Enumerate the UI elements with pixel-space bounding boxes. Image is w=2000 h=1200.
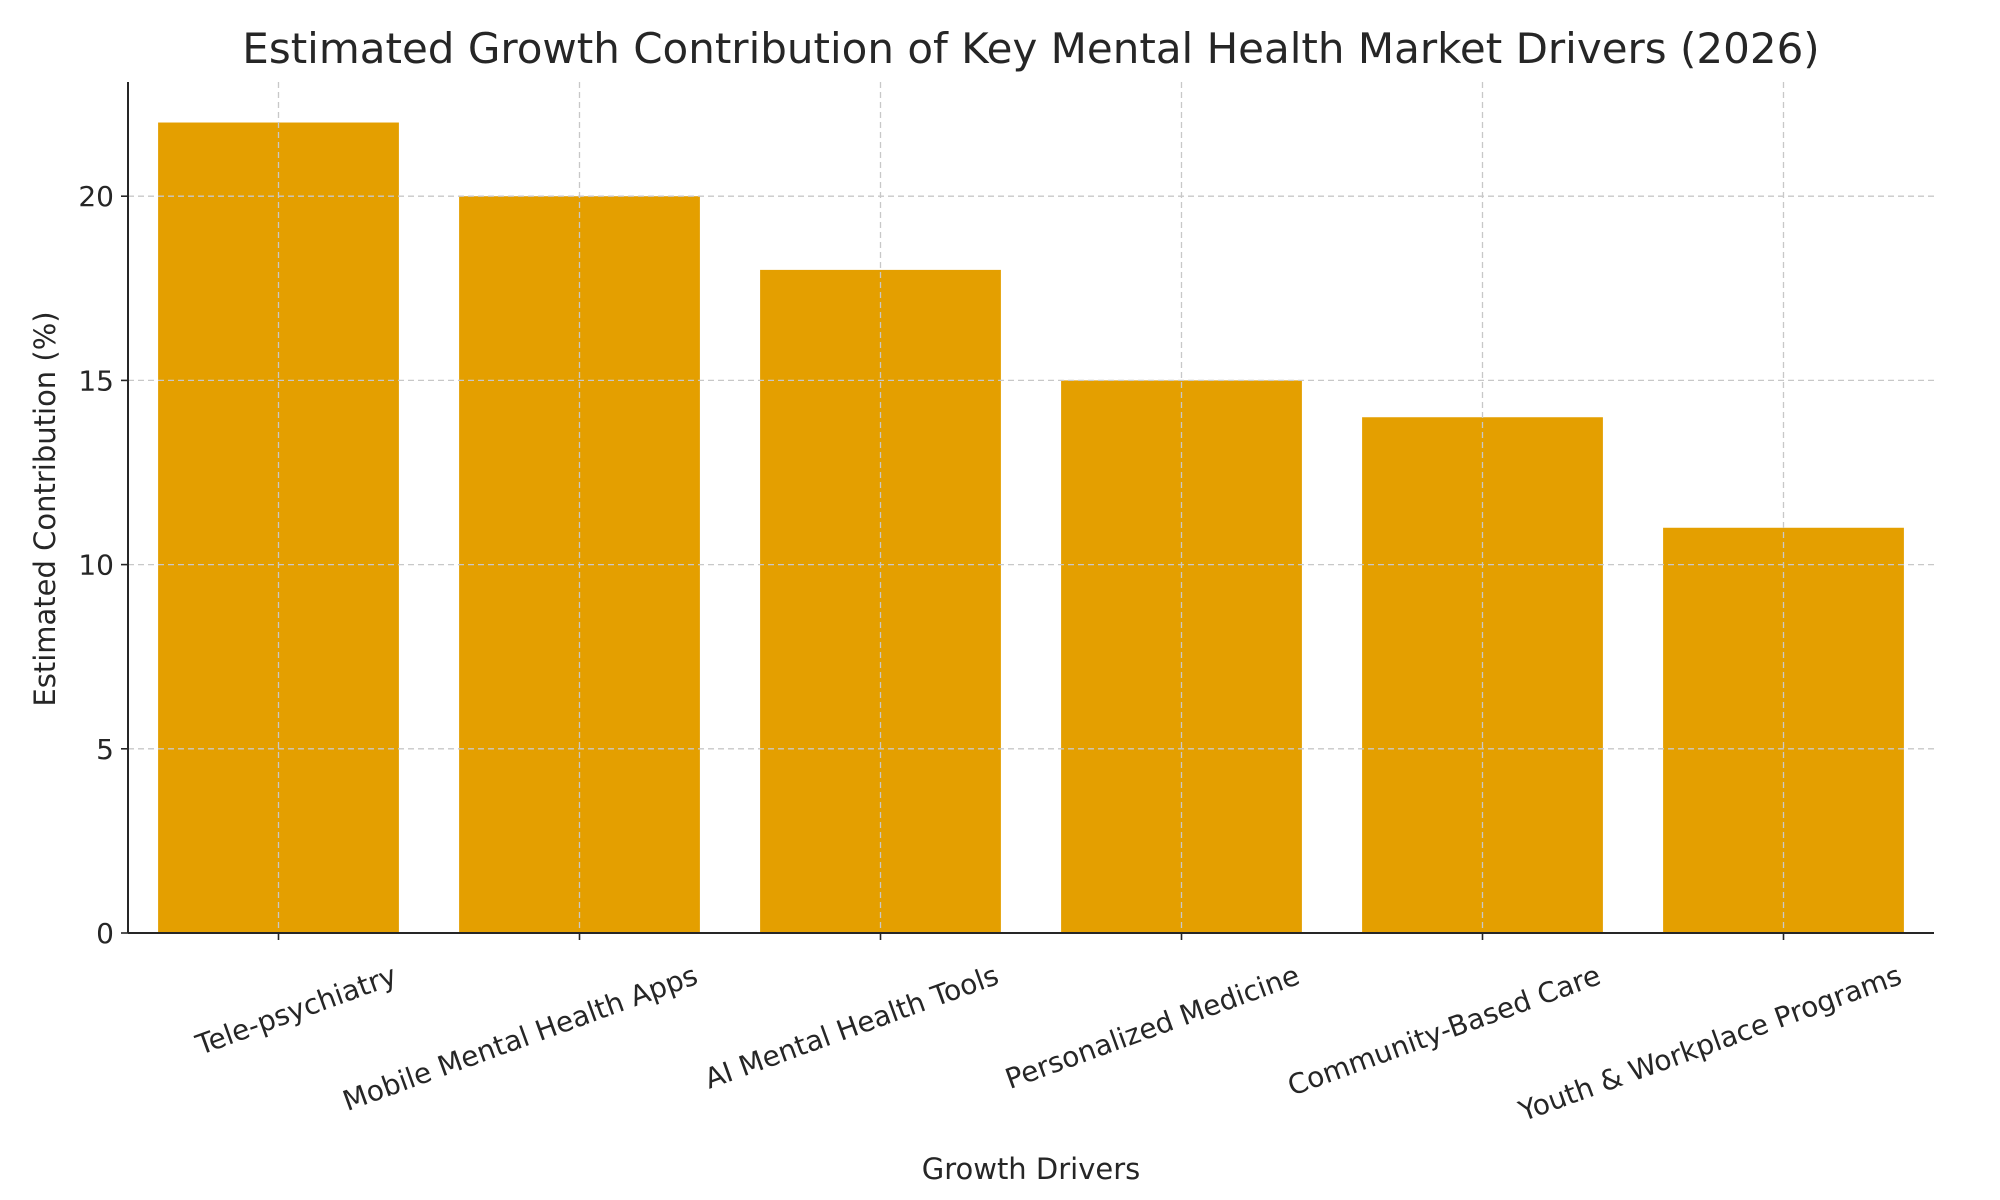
x-tick-label: Personalized Medicine bbox=[1001, 959, 1304, 1096]
y-axis-label: Estimated Contribution (%) bbox=[28, 311, 62, 706]
chart-title: Estimated Growth Contribution of Key Men… bbox=[242, 24, 1819, 73]
x-axis-label: Growth Drivers bbox=[922, 1152, 1141, 1186]
y-tick-label: 15 bbox=[78, 364, 114, 397]
x-tick-label: AI Mental Health Tools bbox=[700, 959, 1003, 1096]
x-tick-label: Tele-psychiatry bbox=[191, 959, 401, 1062]
y-tick-label: 20 bbox=[78, 180, 114, 213]
y-tick-label: 10 bbox=[78, 549, 114, 582]
y-tick-label: 0 bbox=[96, 917, 114, 950]
y-tick-label: 5 bbox=[96, 733, 114, 766]
